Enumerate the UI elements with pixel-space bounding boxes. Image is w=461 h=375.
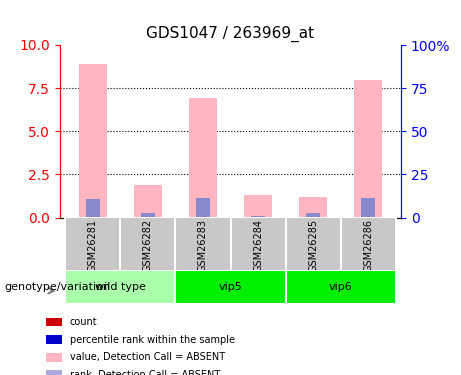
Text: vip5: vip5 (219, 282, 242, 292)
Bar (79, 64, 106, 217)
Bar (46, 318, 62, 326)
Text: vip6: vip6 (329, 282, 352, 292)
FancyBboxPatch shape (230, 217, 285, 274)
Text: GSM26283: GSM26283 (198, 219, 208, 272)
Text: GDS1047 / 263969_at: GDS1047 / 263969_at (147, 26, 314, 42)
Text: GSM26281: GSM26281 (88, 219, 98, 272)
Bar (196, 198, 210, 217)
Bar (46, 353, 62, 362)
Bar (141, 213, 155, 217)
Bar (86, 198, 100, 217)
Text: value, Detection Call = ABSENT: value, Detection Call = ABSENT (70, 352, 225, 363)
FancyBboxPatch shape (285, 217, 341, 274)
FancyBboxPatch shape (176, 217, 230, 274)
Text: wild type: wild type (95, 282, 146, 292)
Bar (189, 99, 217, 218)
Text: count: count (70, 317, 97, 327)
Text: percentile rank within the sample: percentile rank within the sample (70, 335, 235, 345)
Bar (299, 197, 327, 217)
Text: GSM26285: GSM26285 (308, 219, 318, 272)
Text: genotype/variation: genotype/variation (5, 282, 111, 292)
Bar (134, 185, 162, 218)
Text: GSM26286: GSM26286 (363, 219, 373, 272)
Text: rank, Detection Call = ABSENT: rank, Detection Call = ABSENT (70, 370, 220, 375)
Bar (361, 198, 375, 217)
Bar (46, 370, 62, 375)
FancyBboxPatch shape (65, 217, 120, 274)
Bar (251, 216, 265, 217)
Text: GSM26284: GSM26284 (253, 219, 263, 272)
FancyBboxPatch shape (120, 217, 176, 274)
FancyBboxPatch shape (285, 270, 396, 304)
Bar (46, 335, 62, 344)
FancyBboxPatch shape (176, 270, 285, 304)
FancyBboxPatch shape (341, 217, 396, 274)
FancyBboxPatch shape (65, 270, 176, 304)
Bar (306, 213, 320, 217)
Bar (355, 80, 382, 218)
Text: GSM26282: GSM26282 (143, 219, 153, 272)
Bar (244, 195, 272, 217)
